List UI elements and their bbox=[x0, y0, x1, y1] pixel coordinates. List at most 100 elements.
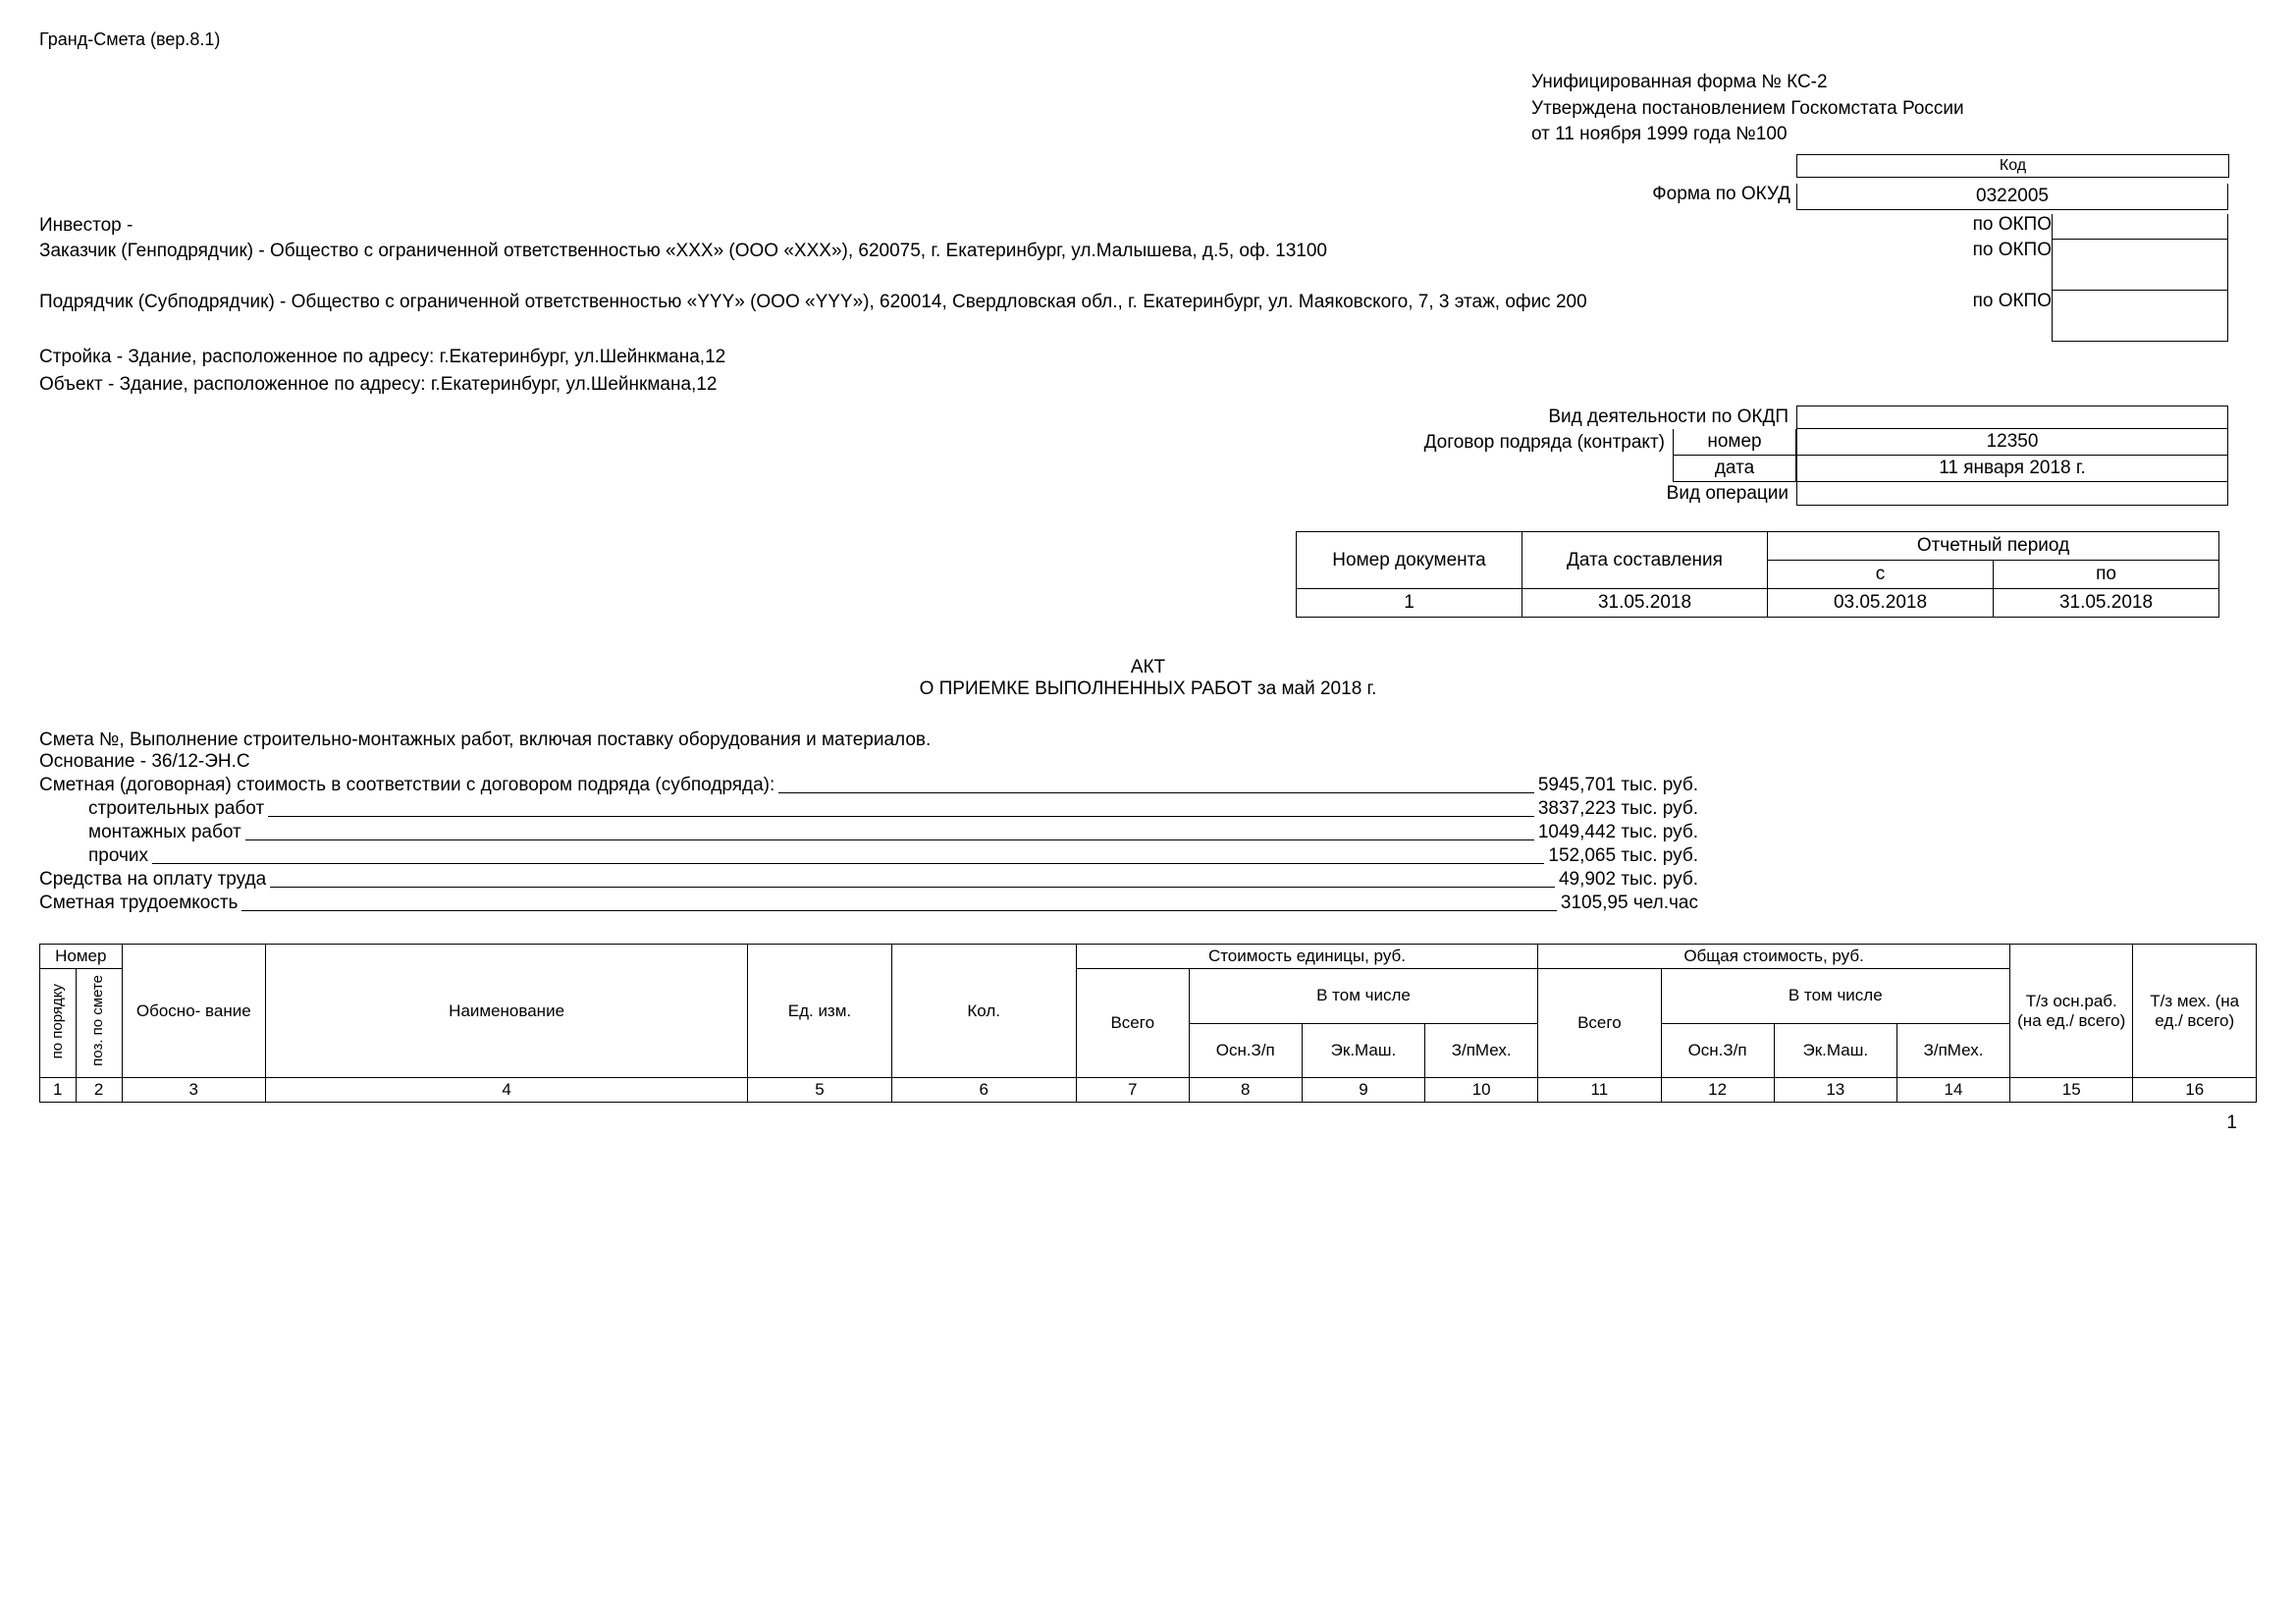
th-total-osn-zp: Осн.З/п bbox=[1661, 1023, 1774, 1077]
site-line: Стройка - Здание, расположенное по адрес… bbox=[39, 346, 2002, 369]
th-naimenovanie: Наименование bbox=[265, 945, 747, 1078]
total-label: Сметная (договорная) стоимость в соответ… bbox=[39, 775, 774, 796]
col-num: 8 bbox=[1189, 1078, 1302, 1103]
labor-pay-value: 49,902 тыс. руб. bbox=[1559, 869, 1698, 891]
customer-line: Заказчик (Генподрядчик) - Общество с огр… bbox=[39, 240, 1963, 264]
col-num: 10 bbox=[1425, 1078, 1538, 1103]
title-line1: АКТ bbox=[39, 657, 2257, 678]
fill bbox=[152, 863, 1544, 864]
th-ed-izm: Ед. изм. bbox=[748, 945, 891, 1078]
contract-number-value: 12350 bbox=[1796, 429, 2228, 456]
okpo-label-3: по ОКПО bbox=[1963, 291, 2052, 312]
contract-date-value: 11 января 2018 г. bbox=[1796, 456, 2228, 482]
th-nomer: Номер bbox=[40, 945, 123, 969]
th-obosnovanie: Обосно- вание bbox=[122, 945, 265, 1078]
col-num: 13 bbox=[1774, 1078, 1896, 1103]
page-number: 1 bbox=[39, 1112, 2257, 1134]
th-po-poryadku: по порядку bbox=[40, 969, 77, 1078]
contractor-line: Подрядчик (Субподрядчик) - Общество с ог… bbox=[39, 291, 1963, 315]
document-title: АКТ О ПРИЕМКЕ ВЫПОЛНЕННЫХ РАБОТ за май 2… bbox=[39, 657, 2257, 700]
th-unit-ek-mash: Эк.Маш. bbox=[1302, 1023, 1424, 1077]
period-from-value: 03.05.2018 bbox=[1768, 589, 1994, 618]
col-num: 15 bbox=[2010, 1078, 2133, 1103]
th-poz-po-smete: поз. по смете bbox=[76, 969, 122, 1078]
smeta-desc: Смета №, Выполнение строительно-монтажны… bbox=[39, 730, 2257, 751]
other-label: прочих bbox=[88, 845, 148, 867]
main-table: Номер Обосно- вание Наименование Ед. изм… bbox=[39, 944, 2257, 1103]
doc-num-header: Номер документа bbox=[1297, 532, 1522, 589]
okpo-label-2: по ОКПО bbox=[1963, 240, 2052, 261]
labor-intensity-label: Сметная трудоемкость bbox=[39, 893, 238, 914]
date-value: 31.05.2018 bbox=[1522, 589, 1768, 618]
form-header-line1: Унифицированная форма № КС-2 bbox=[1531, 70, 2257, 96]
okpo-box-contractor bbox=[2052, 291, 2228, 342]
th-total-zp-mech: З/пМех. bbox=[1897, 1023, 2010, 1077]
installation-label: монтажных работ bbox=[88, 822, 241, 843]
code-header: Код bbox=[1797, 154, 2229, 177]
operation-value bbox=[1796, 482, 2228, 506]
period-to-value: 31.05.2018 bbox=[1994, 589, 2219, 618]
doc-info-table: Номер документа Дата составления Отчетны… bbox=[1296, 531, 2219, 618]
fill bbox=[245, 839, 1534, 840]
okud-value: 0322005 bbox=[1796, 184, 2228, 210]
col-num: 9 bbox=[1302, 1078, 1424, 1103]
operation-label: Вид операции bbox=[39, 483, 1796, 505]
fill bbox=[270, 887, 1555, 888]
th-unit-cost: Стоимость единицы, руб. bbox=[1076, 945, 1537, 969]
okdp-value bbox=[1796, 406, 2228, 429]
col-num: 6 bbox=[891, 1078, 1076, 1103]
th-total-ek-mash: Эк.Маш. bbox=[1774, 1023, 1896, 1077]
summary-block: Смета №, Выполнение строительно-монтажны… bbox=[39, 730, 2257, 914]
title-line2: О ПРИЕМКЕ ВЫПОЛНЕННЫХ РАБОТ за май 2018 … bbox=[39, 678, 2257, 700]
col-num: 7 bbox=[1076, 1078, 1189, 1103]
th-kol: Кол. bbox=[891, 945, 1076, 1078]
th-unit-vsego: Всего bbox=[1076, 969, 1189, 1078]
col-numbers-row: 1 2 3 4 5 6 7 8 9 10 11 12 13 14 15 16 bbox=[40, 1078, 2257, 1103]
period-header: Отчетный период bbox=[1768, 532, 2219, 561]
okud-label: Форма по ОКУД bbox=[39, 184, 1796, 205]
th-total-vsego: Всего bbox=[1538, 969, 1661, 1078]
code-header-table: Код bbox=[1796, 154, 2229, 178]
th-tz-mech: Т/з мех. (на ед./ всего) bbox=[2133, 945, 2257, 1078]
construction-value: 3837,223 тыс. руб. bbox=[1538, 798, 1698, 820]
col-num: 14 bbox=[1897, 1078, 2010, 1103]
okdp-label: Вид деятельности по ОКДП bbox=[39, 406, 1796, 428]
form-header-line2: Утверждена постановлением Госкомстата Ро… bbox=[1531, 96, 2257, 123]
th-total-vtom: В том числе bbox=[1661, 969, 2009, 1023]
contract-date-label: дата bbox=[1673, 456, 1796, 482]
okpo-box-investor bbox=[2052, 214, 2228, 240]
col-num: 11 bbox=[1538, 1078, 1661, 1103]
col-num: 2 bbox=[76, 1078, 122, 1103]
construction-label: строительных работ bbox=[88, 798, 264, 820]
col-num: 4 bbox=[265, 1078, 747, 1103]
total-value: 5945,701 тыс. руб. bbox=[1538, 775, 1698, 796]
th-unit-osn-zp: Осн.З/п bbox=[1189, 1023, 1302, 1077]
fill bbox=[241, 910, 1556, 911]
fill bbox=[778, 792, 1534, 793]
th-unit-zp-mech: З/пМех. bbox=[1425, 1023, 1538, 1077]
col-num: 12 bbox=[1661, 1078, 1774, 1103]
okpo-label-1: по ОКПО bbox=[1963, 214, 2052, 236]
installation-value: 1049,442 тыс. руб. bbox=[1538, 822, 1698, 843]
date-header: Дата составления bbox=[1522, 532, 1768, 589]
period-from-header: с bbox=[1768, 561, 1994, 589]
th-unit-vtom: В том числе bbox=[1189, 969, 1537, 1023]
col-num: 1 bbox=[40, 1078, 77, 1103]
col-num: 16 bbox=[2133, 1078, 2257, 1103]
period-to-header: по bbox=[1994, 561, 2219, 589]
okpo-box-customer bbox=[2052, 240, 2228, 291]
other-value: 152,065 тыс. руб. bbox=[1548, 845, 1698, 867]
doc-num-value: 1 bbox=[1297, 589, 1522, 618]
th-tz-osn: Т/з осн.раб. (на ед./ всего) bbox=[2010, 945, 2133, 1078]
th-total-cost: Общая стоимость, руб. bbox=[1538, 945, 2010, 969]
labor-intensity-value: 3105,95 чел.час bbox=[1561, 893, 1698, 914]
contract-label: Договор подряда (контракт) bbox=[39, 432, 1673, 454]
col-num: 3 bbox=[122, 1078, 265, 1103]
object-line: Объект - Здание, расположенное по адресу… bbox=[39, 373, 2002, 397]
basis-line: Основание - 36/12-ЭН.С bbox=[39, 751, 2257, 773]
form-header: Унифицированная форма № КС-2 Утверждена … bbox=[1531, 70, 2257, 148]
software-label: Гранд-Смета (вер.8.1) bbox=[39, 29, 2257, 50]
col-num: 5 bbox=[748, 1078, 891, 1103]
investor-line: Инвестор - bbox=[39, 214, 1963, 239]
form-header-line3: от 11 ноября 1999 года №100 bbox=[1531, 122, 2257, 148]
